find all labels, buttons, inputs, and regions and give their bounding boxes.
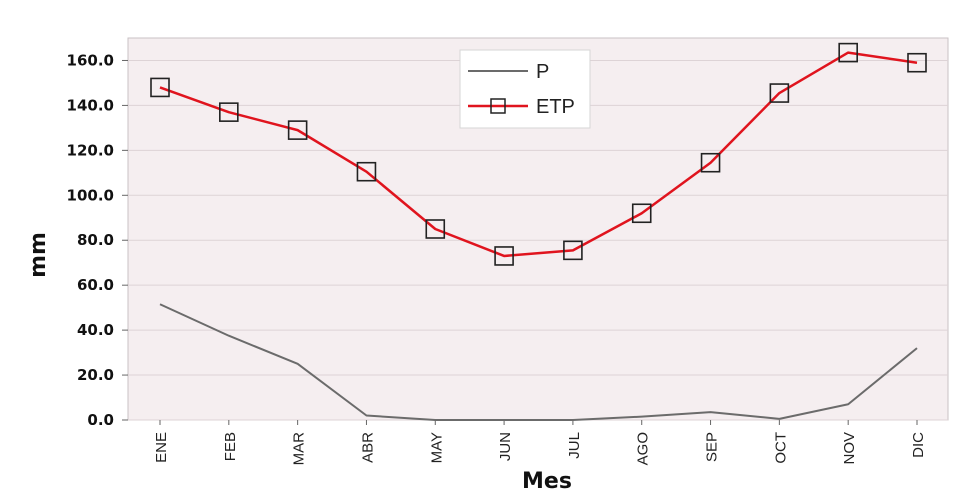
y-tick-label: 140.0: [67, 96, 114, 114]
data-point-etp: [907, 52, 927, 73]
x-tick-label: ABR: [359, 432, 376, 463]
x-tick-label: ENE: [153, 432, 170, 463]
y-axis-title: mm: [26, 232, 51, 278]
data-point-etp: [769, 83, 790, 103]
data-point-etp: [425, 219, 446, 239]
x-tick-label: MAY: [428, 432, 445, 463]
x-tick-label: JUL: [566, 432, 583, 459]
data-point-etp: [563, 240, 583, 261]
y-tick-label: 160.0: [67, 51, 114, 69]
y-tick-label: 100.0: [67, 186, 114, 204]
data-point-etp: [838, 42, 858, 63]
y-tick-label: 60.0: [77, 276, 114, 294]
y-tick-label: 20.0: [77, 366, 114, 384]
x-tick-label: DIC: [910, 432, 927, 458]
series-line-p: [159, 303, 918, 421]
legend: P ETP: [459, 49, 591, 129]
data-point-etp: [219, 102, 239, 122]
y-tick-label: 40.0: [77, 321, 114, 339]
data-point-etp: [700, 152, 721, 173]
x-tick-label: JUN: [497, 432, 514, 461]
data-point-etp: [494, 246, 514, 266]
x-tick-label: NOV: [841, 432, 858, 465]
series-line-etp: [159, 51, 918, 258]
x-axis-title: Mes: [522, 469, 572, 494]
legend-label-p: P: [536, 61, 549, 83]
legend-box: [459, 49, 591, 129]
legend-marker-etp: [490, 98, 506, 114]
data-point-etp: [631, 203, 652, 224]
x-tick-label: OCT: [772, 432, 789, 464]
y-tick-label: 80.0: [77, 231, 114, 249]
x-tick-label: FEB: [222, 432, 239, 461]
x-tick-label: AGO: [635, 432, 652, 465]
y-axis-ticks: 0.0 20.0 40.0 60.0 80.0 100.0 120.0 140.0 160.0: [67, 51, 128, 429]
y-tick-label: 120.0: [67, 141, 114, 159]
data-point-etp: [150, 77, 170, 98]
data-point-etp: [356, 161, 377, 182]
legend-label-etp: ETP: [536, 96, 575, 118]
data-point-etp: [287, 120, 308, 140]
x-tick-label: SEP: [704, 432, 721, 462]
x-tick-label: MAR: [291, 432, 308, 466]
y-tick-label: 0.0: [87, 411, 114, 429]
series-layer: [150, 42, 927, 421]
x-axis-ticks: ENE FEB MAR ABR MAY JUN JUL AGO SEP OCT NOV DIC: [153, 420, 927, 465]
